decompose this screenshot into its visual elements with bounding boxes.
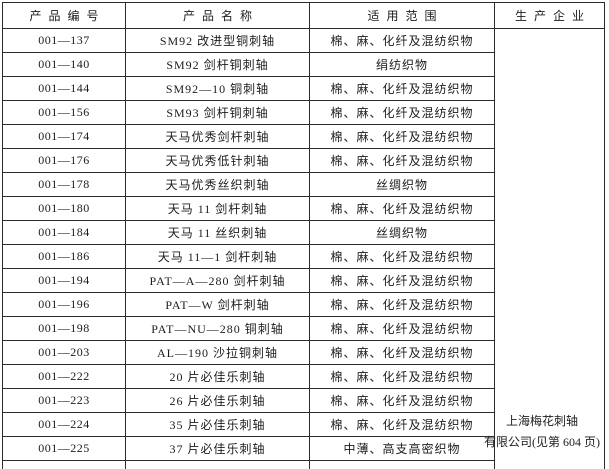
- product-name-cell: 天马优秀丝织刺轴: [126, 173, 310, 196]
- table-row: 001—222 20 片必佳乐刺轴 棉、麻、化纤及混纺织物: [3, 365, 494, 389]
- product-code-cell: 001—225: [3, 437, 126, 460]
- scope-cell: 棉、麻、化纤及混纺织物: [330, 394, 474, 408]
- table-row: 001—137 SM92 改进型铜刺轴 棉、麻、化纤及混纺织物: [3, 29, 494, 53]
- header-producer: 生产企业: [514, 9, 591, 23]
- product-name-cell: 26 片必佳乐刺轴: [126, 389, 310, 412]
- header-product-code: 产品编号: [3, 3, 126, 28]
- product-name-cell: PAT—A—280 剑杆刺轴: [126, 269, 310, 292]
- scope-cell: 棉、麻、化纤及混纺织物: [330, 130, 474, 144]
- table-row: 001—196 PAT—W 剑杆刺轴 棉、麻、化纤及混纺织物: [3, 293, 494, 317]
- scope-cell: 棉、麻、化纤及混纺织物: [330, 34, 474, 48]
- producer-text: 上海梅花刺轴 有限公司(见第 604 页): [481, 411, 603, 453]
- scope-cell: [310, 461, 494, 469]
- product-code-cell: 001—180: [3, 197, 126, 220]
- scope-cell: 棉、麻、化纤及混纺织物: [330, 418, 474, 432]
- product-code-cell: 001—186: [3, 245, 126, 268]
- table-row-partial: [3, 461, 494, 469]
- product-code-cell: 001—174: [3, 125, 126, 148]
- product-name-cell: SM92 改进型铜刺轴: [126, 29, 310, 52]
- product-name-cell: 天马 11—1 剑杆刺轴: [126, 245, 310, 268]
- product-code-cell: 001—137: [3, 29, 126, 52]
- scope-cell: 棉、麻、化纤及混纺织物: [330, 298, 474, 312]
- scope-cell: 棉、麻、化纤及混纺织物: [330, 346, 474, 360]
- product-name-cell: 20 片必佳乐刺轴: [126, 365, 310, 388]
- product-code-cell: 001—140: [3, 53, 126, 76]
- product-code-cell: 001—144: [3, 77, 126, 100]
- product-code-cell: 001—203: [3, 341, 126, 364]
- product-name-cell: AL—190 沙拉铜刺轴: [126, 341, 310, 364]
- product-name-cell: 天马 11 剑杆刺轴: [126, 197, 310, 220]
- header-scope: 适用范围: [310, 3, 495, 28]
- table-body: 001—137 SM92 改进型铜刺轴 棉、麻、化纤及混纺织物 001—140 …: [3, 29, 604, 469]
- table-row: 001—225 37 片必佳乐刺轴 中薄、高支高密织物: [3, 437, 494, 461]
- scope-cell: 棉、麻、化纤及混纺织物: [330, 250, 474, 264]
- product-code-cell: 001—178: [3, 173, 126, 196]
- table-row: 001—156 SM93 剑杆铜刺轴 棉、麻、化纤及混纺织物: [3, 101, 494, 125]
- table-header-row: 产品编号 产品名称 适用范围 生产企业: [3, 3, 604, 29]
- scope-cell: 丝绸织物: [375, 226, 428, 240]
- producer-line1: 上海梅花刺轴: [505, 414, 578, 428]
- product-code-cell: 001—184: [3, 221, 126, 244]
- table-row: 001—224 35 片必佳乐刺轴 棉、麻、化纤及混纺织物: [3, 413, 494, 437]
- table-row: 001—174 天马优秀剑杆刺轴 棉、麻、化纤及混纺织物: [3, 125, 494, 149]
- product-name-cell: SM93 剑杆铜刺轴: [126, 101, 310, 124]
- scope-cell: 绢纺织物: [375, 58, 428, 72]
- scope-cell: 棉、麻、化纤及混纺织物: [330, 202, 474, 216]
- table-row: 001—184 天马 11 丝织刺轴 丝绸织物: [3, 221, 494, 245]
- product-code-cell: 001—176: [3, 149, 126, 172]
- product-code-cell: [3, 461, 126, 469]
- table-row: 001—223 26 片必佳乐刺轴 棉、麻、化纤及混纺织物: [3, 389, 494, 413]
- table-row: 001—198 PAT—NU—280 铜刺轴 棉、麻、化纤及混纺织物: [3, 317, 494, 341]
- table-rows-area: 001—137 SM92 改进型铜刺轴 棉、麻、化纤及混纺织物 001—140 …: [3, 29, 495, 469]
- table-row: 001—140 SM92 剑杆铜刺轴 绢纺织物: [3, 53, 494, 77]
- product-code-cell: 001—224: [3, 413, 126, 436]
- product-name-cell: 天马优秀低针刺轴: [126, 149, 310, 172]
- table-row: 001—144 SM92—10 铜刺轴 棉、麻、化纤及混纺织物: [3, 77, 494, 101]
- table-row: 001—176 天马优秀低针刺轴 棉、麻、化纤及混纺织物: [3, 149, 494, 173]
- scope-cell: 中薄、高支高密织物: [343, 442, 461, 456]
- product-name-cell: 37 片必佳乐刺轴: [126, 437, 310, 460]
- product-name-cell: PAT—NU—280 铜刺轴: [126, 317, 310, 340]
- header-product-name: 产品名称: [126, 3, 310, 28]
- product-code-cell: 001—222: [3, 365, 126, 388]
- table-row: 001—203 AL—190 沙拉铜刺轴 棉、麻、化纤及混纺织物: [3, 341, 494, 365]
- product-code-cell: 001—196: [3, 293, 126, 316]
- product-name-cell: SM92 剑杆铜刺轴: [126, 53, 310, 76]
- product-name-cell: [126, 461, 310, 469]
- table-row: 001—194 PAT—A—280 剑杆刺轴 棉、麻、化纤及混纺织物: [3, 269, 494, 293]
- product-code-cell: 001—223: [3, 389, 126, 412]
- scope-cell: 棉、麻、化纤及混纺织物: [330, 274, 474, 288]
- product-name-cell: 35 片必佳乐刺轴: [126, 413, 310, 436]
- table-row: 001—180 天马 11 剑杆刺轴 棉、麻、化纤及混纺织物: [3, 197, 494, 221]
- table-row: 001—178 天马优秀丝织刺轴 丝绸织物: [3, 173, 494, 197]
- product-code-cell: 001—194: [3, 269, 126, 292]
- producer-line2: 有限公司(见第 604 页): [484, 435, 600, 449]
- scope-cell: 棉、麻、化纤及混纺织物: [330, 82, 474, 96]
- scope-cell: 棉、麻、化纤及混纺织物: [330, 154, 474, 168]
- scope-cell: 棉、麻、化纤及混纺织物: [330, 106, 474, 120]
- table-row: 001—186 天马 11—1 剑杆刺轴 棉、麻、化纤及混纺织物: [3, 245, 494, 269]
- scope-cell: 丝绸织物: [375, 178, 428, 192]
- product-code-cell: 001—156: [3, 101, 126, 124]
- product-name-cell: SM92—10 铜刺轴: [126, 77, 310, 100]
- product-name-cell: 天马 11 丝织刺轴: [126, 221, 310, 244]
- scope-cell: 棉、麻、化纤及混纺织物: [330, 370, 474, 384]
- scope-cell: 棉、麻、化纤及混纺织物: [330, 322, 474, 336]
- product-name-cell: 天马优秀剑杆刺轴: [126, 125, 310, 148]
- producer-merged-cell: 上海梅花刺轴 有限公司(见第 604 页): [484, 29, 604, 469]
- product-code-cell: 001—198: [3, 317, 126, 340]
- product-name-cell: PAT—W 剑杆刺轴: [126, 293, 310, 316]
